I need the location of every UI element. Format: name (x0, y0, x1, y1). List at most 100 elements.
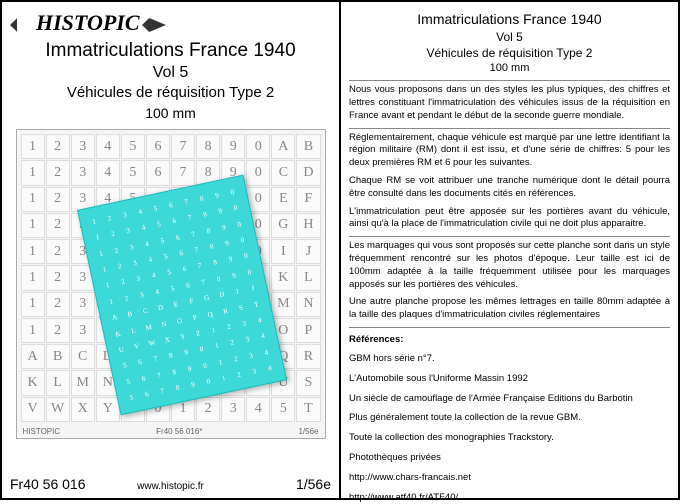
cyan-char: 7 (153, 382, 171, 400)
cyan-char: N (155, 315, 173, 333)
separator (349, 327, 670, 328)
cyan-char: 2 (114, 273, 132, 291)
cyan-char: 1 (211, 353, 229, 371)
cyan-char: G (197, 289, 215, 307)
cyan-char: R (216, 302, 234, 320)
cyan-char: 0 (196, 357, 214, 375)
reference-4: Plus généralement toute la collection de… (349, 412, 670, 425)
cyan-char: 4 (257, 343, 275, 361)
cyan-char: K (109, 325, 127, 343)
cyan-char: 8 (196, 206, 214, 224)
cyan-char: 9 (211, 202, 229, 220)
grid-char: 2 (46, 265, 70, 290)
cyan-char: 5 (146, 199, 164, 217)
cyan-char: 0 (233, 231, 251, 249)
cyan-char: 9 (225, 266, 243, 284)
grid-char: 7 (171, 134, 195, 159)
cyan-char: 8 (209, 270, 227, 288)
cyan-char: 2 (100, 209, 118, 227)
r-volume: Vol 5 (349, 29, 670, 45)
cyan-char: 5 (116, 357, 134, 375)
grid-char: 2 (196, 397, 220, 422)
cyan-char: 2 (223, 334, 241, 352)
cyan-char: 5 (153, 231, 171, 249)
cyan-char: 4 (131, 203, 149, 221)
grid-char: A (21, 344, 45, 369)
cyan-char: P (185, 308, 203, 326)
website-url: www.histopic.fr (2, 481, 339, 492)
cyan-char: 2 (117, 289, 135, 307)
right-panel: Immatriculations France 1940 Vol 5 Véhic… (340, 1, 679, 499)
grid-char: C (71, 344, 95, 369)
paragraph-3: Chaque RM se voit attribuer une tranche … (349, 175, 670, 201)
sheet-brand: HISTOPIC (23, 427, 61, 436)
cyan-char: 2 (104, 225, 122, 243)
cyan-char: 6 (172, 244, 190, 262)
cyan-char: V (127, 337, 145, 355)
cyan-char: 5 (122, 389, 140, 407)
grid-char: S (296, 370, 320, 395)
sheet-scale: 1/56e (298, 427, 318, 436)
cyan-char: 1 (98, 277, 116, 295)
cyan-char: T (247, 295, 265, 313)
cyan-char: 6 (179, 276, 197, 294)
document-container: HISTOPIC Immatriculations France 1940 Vo… (0, 0, 680, 500)
separator (349, 80, 670, 81)
cyan-char: 6 (134, 370, 152, 388)
cyan-char: 5 (156, 247, 174, 265)
grid-char: M (71, 370, 95, 395)
sheet-footer: HISTOPIC Fr40 56 016* 1/56e (17, 427, 325, 436)
grid-char: J (296, 239, 320, 264)
grid-char: X (71, 397, 95, 422)
grid-char: P (296, 318, 320, 343)
grid-char: 1 (21, 213, 45, 238)
reference-link-2[interactable]: http://www.atf40.fr/ATF40/ (349, 492, 670, 504)
cyan-char: 9 (218, 234, 236, 252)
cyan-char: 3 (242, 347, 260, 365)
grid-char: 4 (96, 134, 120, 159)
grid-char: 2 (46, 213, 70, 238)
grid-char: B (46, 344, 70, 369)
grid-char: 1 (21, 265, 45, 290)
cyan-char: 4 (148, 283, 166, 301)
cyan-char: 3 (122, 238, 140, 256)
cyan-char: 0 (199, 373, 217, 391)
r-title: Immatriculations France 1940 (349, 10, 670, 29)
cyan-char: 0 (237, 247, 255, 265)
cyan-char: 8 (168, 379, 186, 397)
grid-char: 7 (171, 160, 195, 185)
cyan-char: 7 (150, 366, 168, 384)
cyan-char: A (105, 309, 123, 327)
cyan-char: 6 (175, 260, 193, 278)
cyan-char: 5 (119, 373, 137, 391)
cyan-char: 3 (245, 363, 263, 381)
cyan-char: 4 (250, 311, 268, 329)
grid-char: 2 (46, 134, 70, 159)
references-heading: Références: (349, 334, 670, 347)
cyan-char: 4 (145, 267, 163, 285)
cyan-char: E (167, 296, 185, 314)
cyan-char: 4 (141, 251, 159, 269)
product-size: 100 mm (10, 105, 331, 121)
grid-char: F (296, 187, 320, 212)
cyan-char: 7 (180, 209, 198, 227)
grid-char: M (271, 292, 295, 317)
grid-char: L (296, 265, 320, 290)
cyan-char: 2 (220, 318, 238, 336)
cyan-char: 8 (199, 222, 217, 240)
grid-char: 5 (121, 134, 145, 159)
paragraph-6: Une autre planche propose les mêmes lett… (349, 296, 670, 322)
cyan-char: U (112, 341, 130, 359)
cyan-char: 3 (116, 206, 134, 224)
grid-char: 1 (21, 160, 45, 185)
cyan-char: 0 (226, 199, 244, 217)
separator (349, 128, 670, 129)
reference-link-1[interactable]: http://www.chars-francais.net (349, 472, 670, 485)
cyan-char: 1 (88, 228, 106, 246)
product-subtitle: Véhicules de réquisition Type 2 (10, 84, 331, 101)
r-size: 100 mm (349, 61, 670, 76)
grid-char: 1 (21, 187, 45, 212)
reference-1: GBM hors série n°7. (349, 353, 670, 366)
grid-char: C (271, 160, 295, 185)
cyan-char: 1 (92, 244, 110, 262)
